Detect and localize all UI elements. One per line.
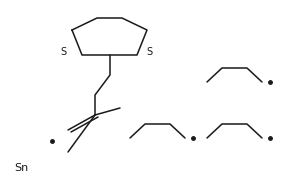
Text: S: S <box>60 47 66 57</box>
Text: S: S <box>146 47 152 57</box>
Text: Sn: Sn <box>14 163 28 173</box>
